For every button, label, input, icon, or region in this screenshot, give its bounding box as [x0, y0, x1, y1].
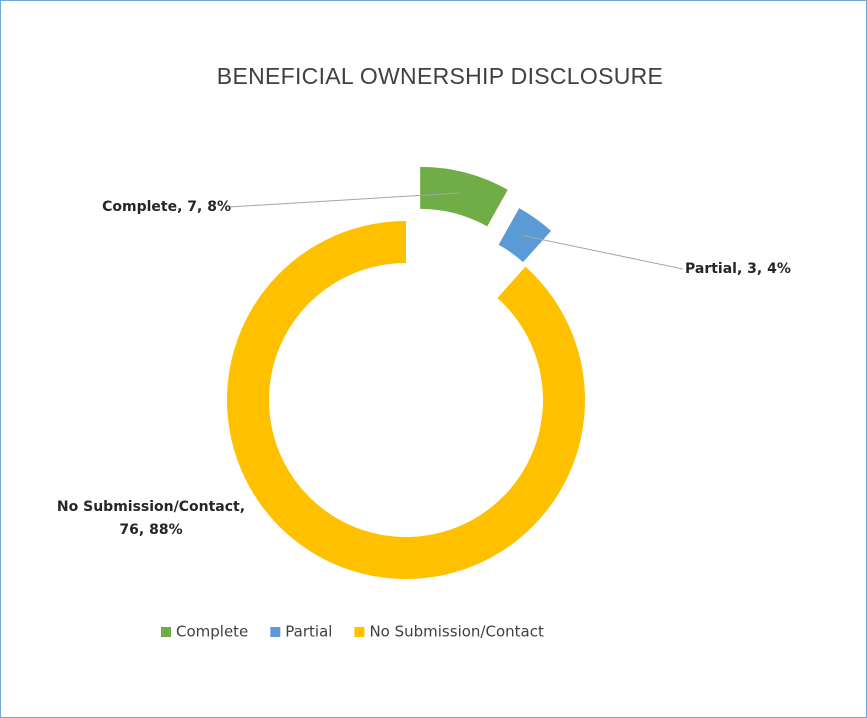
donut-slice — [226, 221, 585, 579]
data-label: Complete, 7, 8% — [102, 199, 231, 215]
legend-swatch — [270, 627, 281, 637]
data-label: Partial, 3, 4% — [685, 261, 791, 277]
legend-label: Partial — [285, 623, 332, 641]
legend-swatch — [161, 627, 171, 637]
data-label: No Submission/Contact, 76, 88% — [56, 499, 246, 538]
donut-slice — [498, 208, 552, 263]
legend-label: Complete — [176, 623, 248, 641]
leader-line — [228, 192, 461, 208]
leader-line — [523, 235, 684, 270]
chart-title: BENEFICIAL OWNERSHIP DISCLOSURE — [217, 63, 663, 89]
legend-label: No Submission/Contact — [369, 623, 544, 641]
legend-swatch — [354, 627, 365, 637]
donut-slice — [420, 166, 508, 227]
